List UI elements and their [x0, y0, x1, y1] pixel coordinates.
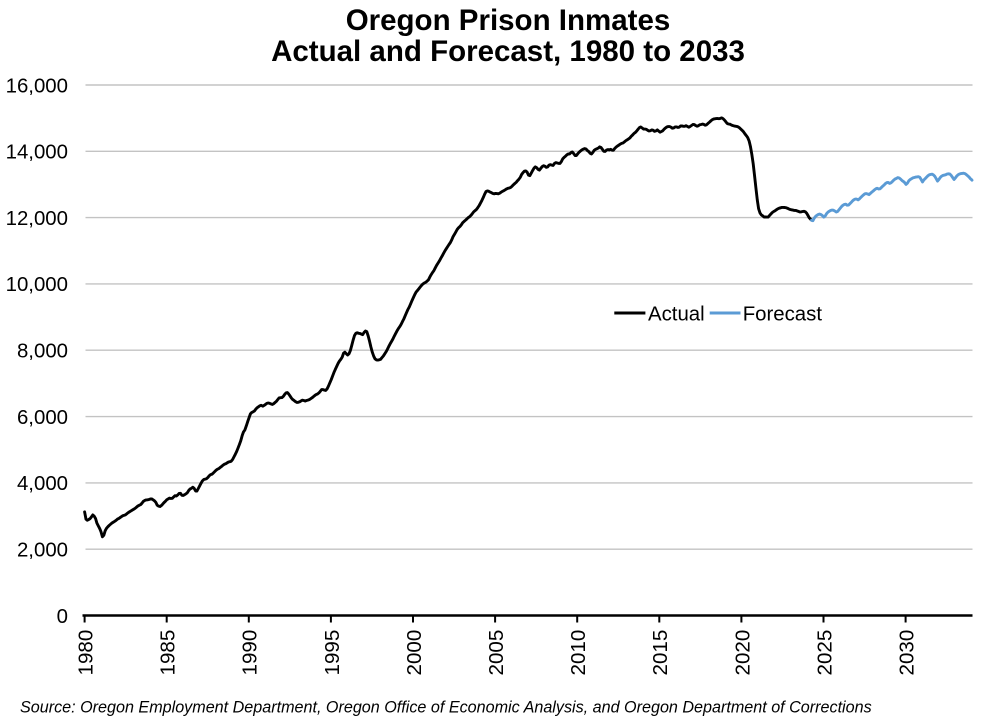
svg-text:12,000: 12,000 — [6, 208, 68, 230]
svg-text:2015: 2015 — [649, 630, 672, 676]
svg-text:Actual and Forecast, 1980 to 2: Actual and Forecast, 1980 to 2033 — [271, 35, 745, 68]
svg-text:0: 0 — [57, 606, 68, 628]
svg-text:2020: 2020 — [731, 630, 754, 676]
svg-text:Source: Oregon Employment Depa: Source: Oregon Employment Department, Or… — [20, 699, 872, 717]
svg-text:2005: 2005 — [485, 630, 508, 676]
svg-text:Forecast: Forecast — [743, 303, 823, 325]
svg-text:14,000: 14,000 — [6, 142, 68, 164]
svg-text:1980: 1980 — [75, 630, 98, 676]
svg-text:2,000: 2,000 — [17, 540, 68, 562]
svg-text:4,000: 4,000 — [17, 473, 68, 495]
svg-text:2000: 2000 — [403, 630, 426, 676]
svg-text:2025: 2025 — [813, 630, 836, 676]
svg-text:1990: 1990 — [239, 630, 262, 676]
svg-text:2030: 2030 — [896, 630, 919, 676]
svg-text:16,000: 16,000 — [6, 75, 68, 97]
svg-text:1985: 1985 — [157, 630, 180, 676]
svg-text:6,000: 6,000 — [17, 407, 68, 429]
svg-text:10,000: 10,000 — [6, 274, 68, 296]
svg-text:1995: 1995 — [321, 630, 344, 676]
svg-text:Oregon Prison Inmates: Oregon Prison Inmates — [346, 4, 671, 37]
svg-text:8,000: 8,000 — [17, 341, 68, 363]
svg-text:Actual: Actual — [648, 303, 705, 325]
svg-text:2010: 2010 — [567, 630, 590, 676]
